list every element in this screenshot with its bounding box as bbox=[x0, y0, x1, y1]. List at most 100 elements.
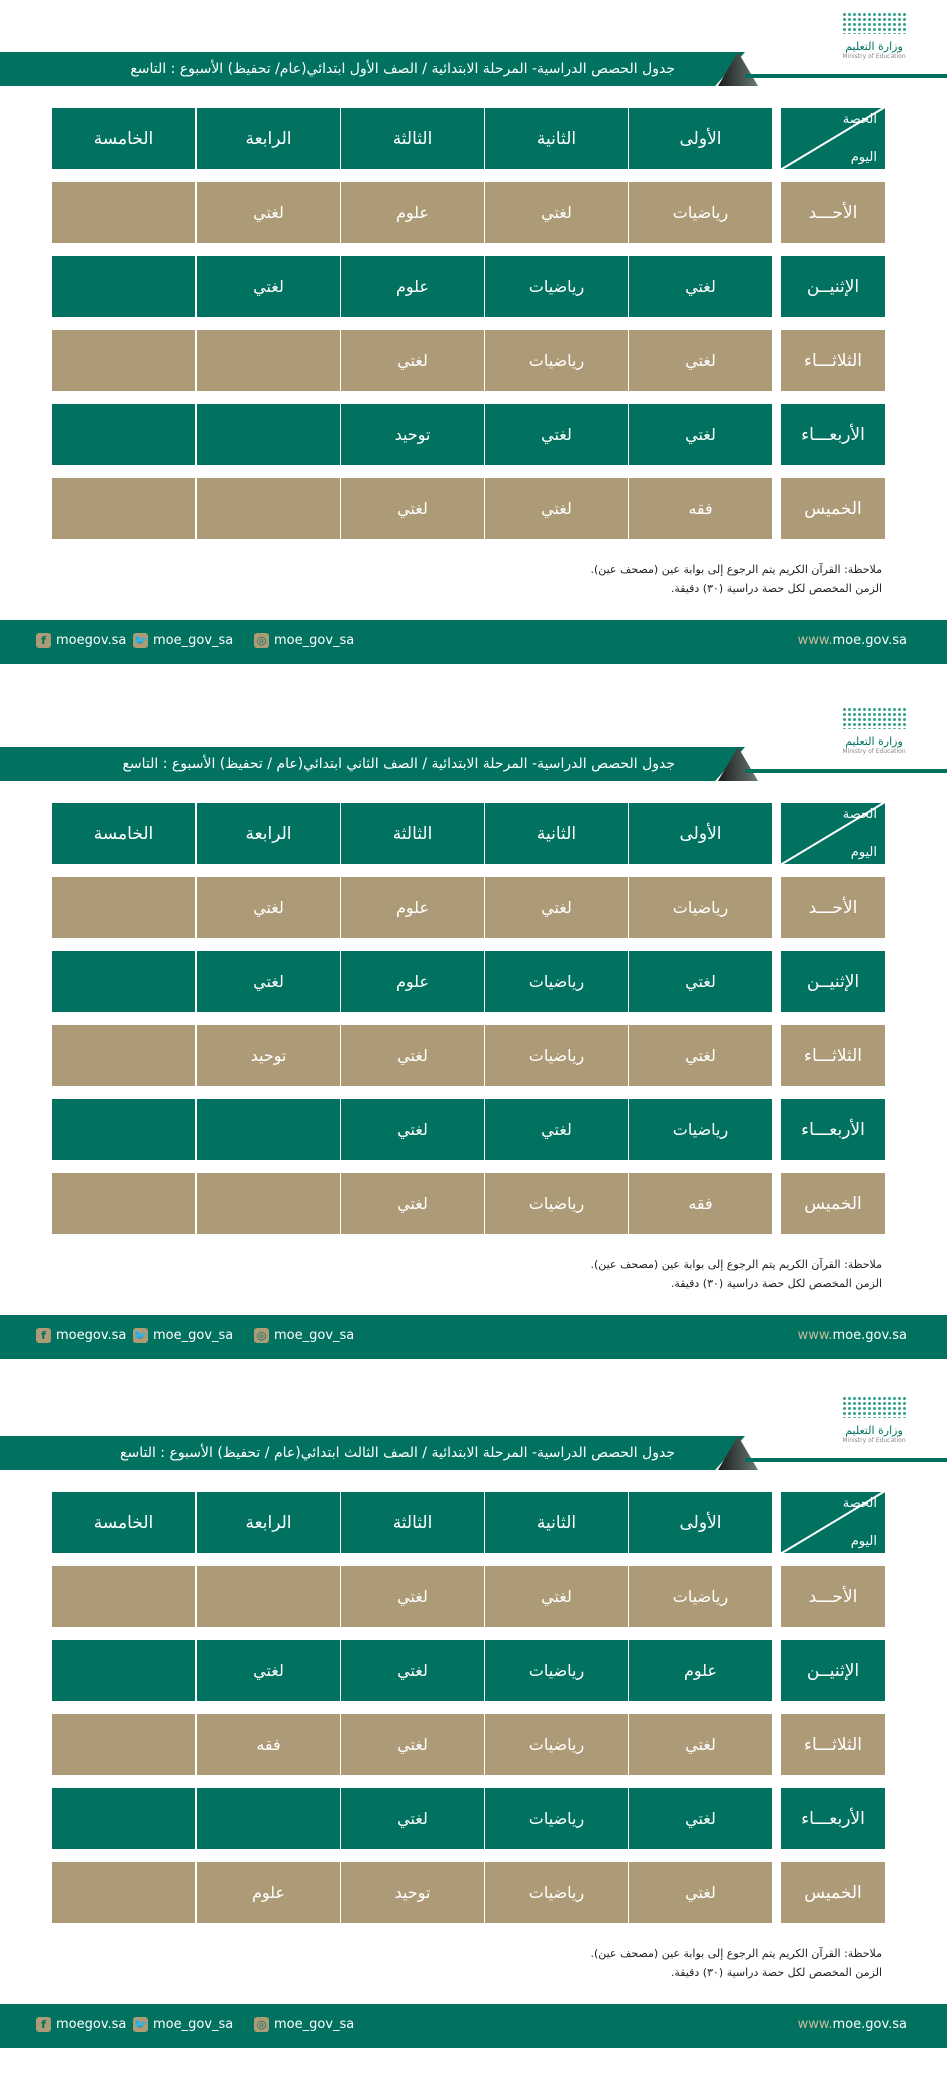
period-header: الرابعة bbox=[197, 108, 340, 169]
instagram-icon: ◎ bbox=[254, 2017, 269, 2032]
corner-header-cell: الحصة اليوم bbox=[781, 803, 885, 864]
website-domain: moe.gov.sa bbox=[832, 1328, 907, 1343]
social-link-facebook[interactable]: f moegov.sa bbox=[36, 1328, 126, 1343]
title-rule bbox=[745, 1458, 947, 1462]
schedule-cell: لغتي bbox=[629, 1788, 772, 1849]
schedule-cell: لغتي bbox=[629, 256, 772, 317]
note-line: الزمن المخصص لكل حصة دراسية (٣٠) دقيقة. bbox=[670, 1966, 882, 1979]
schedule-cell bbox=[52, 1640, 195, 1701]
social-link-instagram[interactable]: ◎ moe_gov_sa bbox=[254, 2017, 354, 2032]
day-cell: الإثنيــن bbox=[781, 1640, 885, 1701]
website-link[interactable]: www.moe.gov.sa bbox=[798, 2017, 907, 2032]
schedule-cell: علوم bbox=[629, 1640, 772, 1701]
schedule-cell bbox=[52, 877, 195, 938]
schedule-cell: لغتي bbox=[629, 951, 772, 1012]
schedule-cell bbox=[52, 404, 195, 465]
facebook-icon: f bbox=[36, 1328, 51, 1343]
schedule-title: جدول الحصص الدراسية- المرحلة الابتدائية … bbox=[0, 747, 745, 781]
logo-arabic: وزارة التعليم bbox=[845, 40, 903, 53]
schedule-cell: علوم bbox=[341, 951, 484, 1012]
social-handle: moegov.sa bbox=[56, 2017, 127, 2032]
schedule-cell bbox=[52, 182, 195, 243]
schedule-cell: لغتي bbox=[629, 1862, 772, 1923]
schedule-cell: فقه bbox=[197, 1714, 340, 1775]
schedule-cell: لغتي bbox=[197, 182, 340, 243]
day-cell: الخميس bbox=[781, 1862, 885, 1923]
schedule-cell: لغتي bbox=[341, 1714, 484, 1775]
social-link-instagram[interactable]: ◎ moe_gov_sa bbox=[254, 633, 354, 648]
schedule-cell: رياضيات bbox=[485, 1788, 628, 1849]
schedule-cell bbox=[197, 1173, 340, 1234]
website-prefix: www. bbox=[797, 633, 833, 648]
schedule-cell: لغتي bbox=[485, 182, 628, 243]
social-link-instagram[interactable]: ◎ moe_gov_sa bbox=[254, 1328, 354, 1343]
logo-arabic: وزارة التعليم bbox=[845, 735, 903, 748]
day-label: اليوم bbox=[850, 845, 877, 860]
schedule-panel: وزارة التعليم Ministry of Education جدول ا… bbox=[0, 1396, 947, 2100]
schedule-cell: رياضيات bbox=[485, 1025, 628, 1086]
schedule-cell bbox=[52, 1173, 195, 1234]
period-header: الثالثة bbox=[341, 108, 484, 169]
note-line: الزمن المخصص لكل حصة دراسية (٣٠) دقيقة. bbox=[670, 582, 882, 595]
social-handle: moe_gov_sa bbox=[274, 633, 355, 648]
instagram-icon: ◎ bbox=[254, 1328, 269, 1343]
schedule-cell: رياضيات bbox=[485, 256, 628, 317]
logo-english: Ministry of Education bbox=[842, 53, 906, 60]
schedule-cell: لغتي bbox=[485, 1099, 628, 1160]
schedule-cell: لغتي bbox=[485, 877, 628, 938]
period-header: الخامسة bbox=[52, 803, 195, 864]
schedule-cell: لغتي bbox=[341, 1640, 484, 1701]
period-header: الأولى bbox=[629, 1492, 772, 1553]
schedule-cell: رياضيات bbox=[629, 182, 772, 243]
social-link-twitter[interactable]: 🐦 moe_gov_sa bbox=[133, 1328, 233, 1343]
schedule-cell bbox=[52, 330, 195, 391]
day-cell: الخميس bbox=[781, 1173, 885, 1234]
schedule-cell bbox=[197, 404, 340, 465]
day-cell: الأربعـــاء bbox=[781, 1099, 885, 1160]
schedule-cell: لغتي bbox=[629, 1714, 772, 1775]
schedule-cell: لغتي bbox=[485, 404, 628, 465]
facebook-icon: f bbox=[36, 633, 51, 648]
period-header: الثانية bbox=[485, 1492, 628, 1553]
schedule-cell: لغتي bbox=[341, 1173, 484, 1234]
schedule-cell: علوم bbox=[341, 182, 484, 243]
social-handle: moegov.sa bbox=[56, 633, 127, 648]
schedule-cell: رياضيات bbox=[485, 330, 628, 391]
day-cell: الأربعـــاء bbox=[781, 1788, 885, 1849]
social-handle: moe_gov_sa bbox=[274, 1328, 355, 1343]
schedule-cell: رياضيات bbox=[485, 1714, 628, 1775]
social-handle: moe_gov_sa bbox=[153, 2017, 234, 2032]
social-link-facebook[interactable]: f moegov.sa bbox=[36, 633, 126, 648]
instagram-icon: ◎ bbox=[254, 633, 269, 648]
period-header: الثانية bbox=[485, 803, 628, 864]
social-link-twitter[interactable]: 🐦 moe_gov_sa bbox=[133, 633, 233, 648]
website-link[interactable]: www.moe.gov.sa bbox=[798, 633, 907, 648]
schedule-cell: لغتي bbox=[629, 1025, 772, 1086]
social-link-facebook[interactable]: f moegov.sa bbox=[36, 2017, 126, 2032]
schedule-cell: لغتي bbox=[341, 1566, 484, 1627]
schedule-cell: توحيد bbox=[341, 1862, 484, 1923]
social-link-twitter[interactable]: 🐦 moe_gov_sa bbox=[133, 2017, 233, 2032]
website-link[interactable]: www.moe.gov.sa bbox=[798, 1328, 907, 1343]
schedule-cell: رياضيات bbox=[629, 1099, 772, 1160]
schedule-cell: رياضيات bbox=[629, 877, 772, 938]
schedule-cell bbox=[52, 1099, 195, 1160]
website-prefix: www. bbox=[797, 1328, 833, 1343]
schedule-cell bbox=[197, 478, 340, 539]
schedule-cell: لغتي bbox=[485, 478, 628, 539]
schedule-cell bbox=[52, 478, 195, 539]
schedule-cell: لغتي bbox=[341, 478, 484, 539]
twitter-icon: 🐦 bbox=[133, 633, 148, 648]
period-label: الحصة bbox=[842, 1496, 877, 1511]
note-line: الزمن المخصص لكل حصة دراسية (٣٠) دقيقة. bbox=[670, 1277, 882, 1290]
note-line: ملاحظة: القرآن الكريم يتم الرجوع إلى بوا… bbox=[590, 563, 882, 576]
notes: ملاحظة: القرآن الكريم يتم الرجوع إلى بوا… bbox=[590, 1944, 882, 1982]
period-header: الثالثة bbox=[341, 1492, 484, 1553]
schedule-title: جدول الحصص الدراسية- المرحلة الابتدائية … bbox=[0, 52, 745, 86]
corner-header-cell: الحصة اليوم bbox=[781, 1492, 885, 1553]
day-cell: الأربعـــاء bbox=[781, 404, 885, 465]
period-header: الخامسة bbox=[52, 1492, 195, 1553]
twitter-icon: 🐦 bbox=[133, 1328, 148, 1343]
twitter-icon: 🐦 bbox=[133, 2017, 148, 2032]
day-label: اليوم bbox=[850, 1534, 877, 1549]
